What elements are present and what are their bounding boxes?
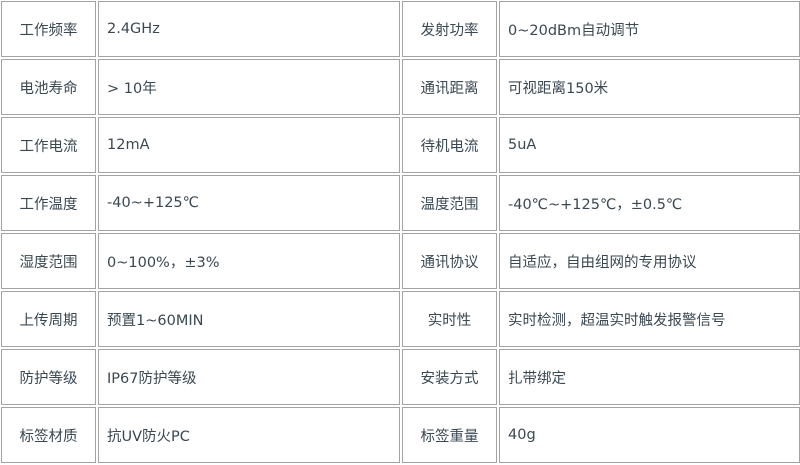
spec-label: 电池寿命 [1,59,96,115]
spec-value: 可视距离150米 [499,59,800,115]
spec-label: 发射功率 [402,1,497,57]
table-row: 防护等级 IP67防护等级 安装方式 扎带绑定 [1,349,800,405]
spec-value: 预置1~60MIN [98,291,400,347]
spec-value: 实时检测，超温实时触发报警信号 [499,291,800,347]
spec-value: 12mA [98,117,400,173]
spec-label: 上传周期 [1,291,96,347]
spec-label: 通讯协议 [402,233,497,289]
spec-label: 工作温度 [1,175,96,231]
spec-value: 5uA [499,117,800,173]
spec-value: 0~20dBm自动调节 [499,1,800,57]
spec-value: 40g [499,407,800,463]
table-row: 湿度范围 0~100%，±3% 通讯协议 自适应，自由组网的专用协议 [1,233,800,289]
spec-label: 标签重量 [402,407,497,463]
spec-label: 标签材质 [1,407,96,463]
table-row: 标签材质 抗UV防火PC 标签重量 40g [1,407,800,463]
spec-label: 通讯距离 [402,59,497,115]
spec-value: 扎带绑定 [499,349,800,405]
spec-value: 抗UV防火PC [98,407,400,463]
table-row: 工作频率 2.4GHz 发射功率 0~20dBm自动调节 [1,1,800,57]
spec-value: 2.4GHz [98,1,400,57]
spec-label: 工作频率 [1,1,96,57]
spec-value: > 10年 [98,59,400,115]
spec-value: 0~100%，±3% [98,233,400,289]
spec-label: 工作电流 [1,117,96,173]
spec-label: 实时性 [402,291,497,347]
spec-value: 自适应，自由组网的专用协议 [499,233,800,289]
table-row: 上传周期 预置1~60MIN 实时性 实时检测，超温实时触发报警信号 [1,291,800,347]
spec-value: -40~+125℃ [98,175,400,231]
table-row: 工作温度 -40~+125℃ 温度范围 -40℃~+125℃，±0.5℃ [1,175,800,231]
spec-label: 待机电流 [402,117,497,173]
table-row: 工作电流 12mA 待机电流 5uA [1,117,800,173]
spec-label: 安装方式 [402,349,497,405]
spec-label: 湿度范围 [1,233,96,289]
spec-value: IP67防护等级 [98,349,400,405]
spec-label: 温度范围 [402,175,497,231]
spec-value: -40℃~+125℃，±0.5℃ [499,175,800,231]
spec-label: 防护等级 [1,349,96,405]
table-row: 电池寿命 > 10年 通讯距离 可视距离150米 [1,59,800,115]
